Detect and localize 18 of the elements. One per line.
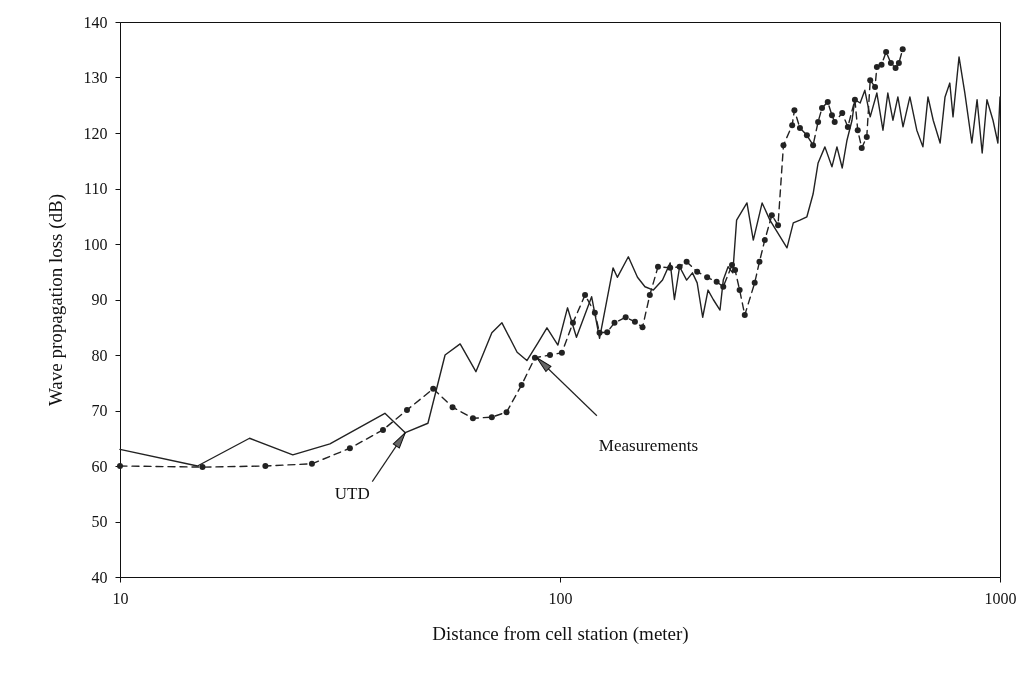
y-tick-label: 120	[83, 124, 108, 142]
y-tick-label: 80	[91, 346, 108, 364]
annotation: UTD	[334, 483, 370, 503]
y-tick-label: 70	[91, 402, 108, 419]
y-tick-label: 140	[83, 13, 108, 31]
y-tick-label: 90	[91, 291, 108, 308]
x-axis-title: Distance from cell station (meter)	[432, 622, 689, 645]
x-tick-label: 1000	[984, 589, 1017, 607]
y-tick-label: 50	[91, 513, 108, 530]
y-tick-label: 130	[83, 69, 108, 86]
x-tick-label: 10	[112, 589, 129, 607]
y-tick-label: 110	[84, 180, 108, 197]
y-tick-label: 100	[83, 235, 108, 253]
y-tick-label: 40	[91, 568, 108, 586]
annotation: Measurements	[598, 435, 699, 455]
y-tick-label: 60	[91, 457, 108, 475]
y-axis-title: Wave propagation loss (dB)	[44, 193, 67, 407]
x-tick-label: 100	[548, 589, 573, 607]
